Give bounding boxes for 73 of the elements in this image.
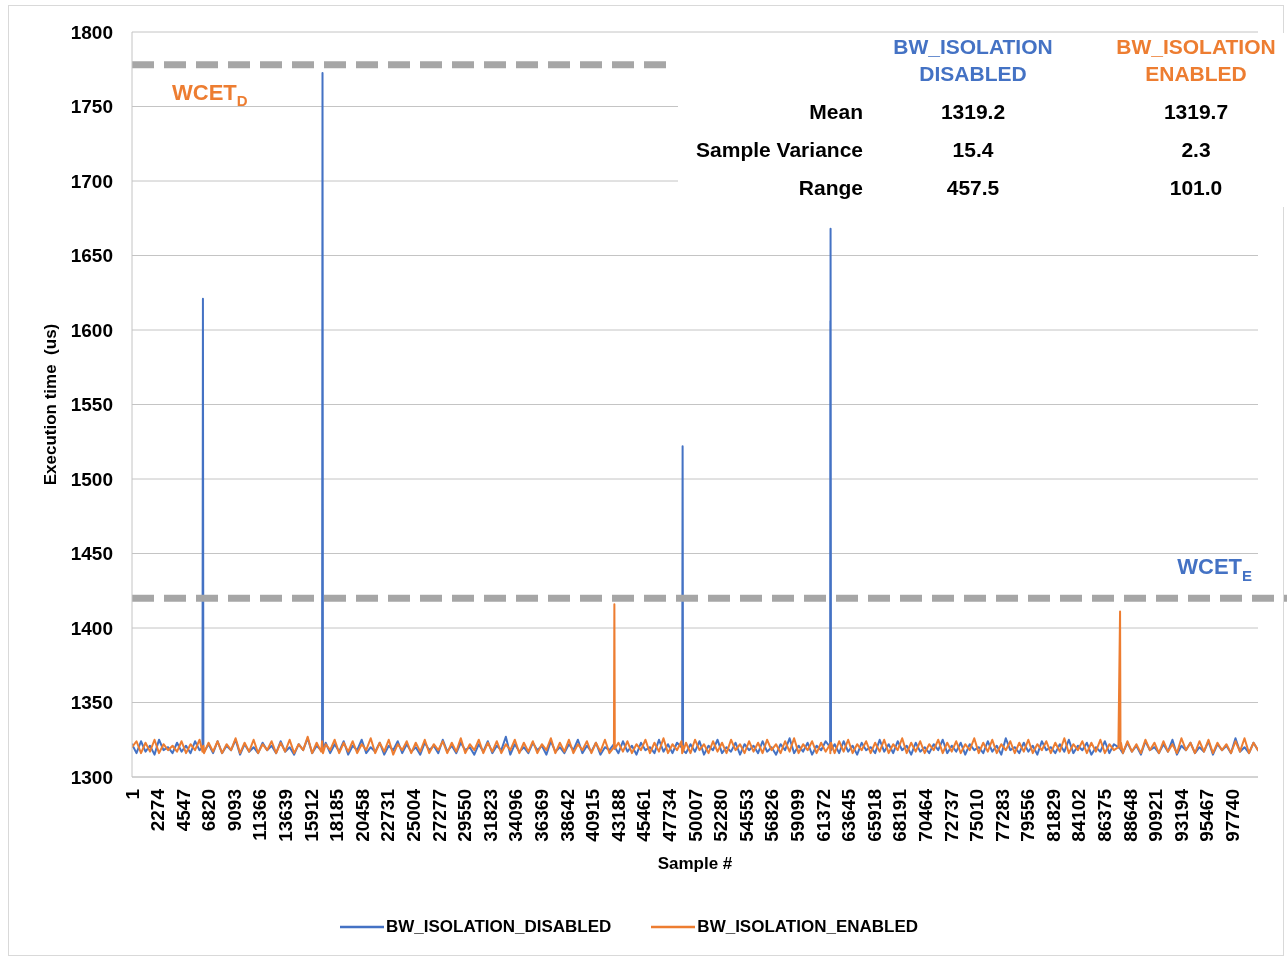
x-tick-label: 45461 bbox=[633, 788, 655, 842]
x-tick-label: 47734 bbox=[658, 788, 680, 842]
annotation: 2.3 bbox=[1180, 138, 1212, 162]
y-tick-label: 1500 bbox=[70, 468, 113, 490]
y-tick-label: 1400 bbox=[70, 617, 113, 639]
annotation: 15.4 bbox=[951, 138, 995, 162]
annotation: 1319.7 bbox=[1162, 100, 1230, 124]
x-tick-label: 1 bbox=[121, 788, 143, 800]
y-tick-label: 1300 bbox=[70, 766, 113, 788]
annotation: Mean bbox=[808, 100, 863, 124]
x-tick-label: 75010 bbox=[966, 789, 988, 842]
line-series bbox=[132, 603, 1258, 756]
x-tick-label: 56826 bbox=[761, 789, 783, 842]
annotation: 1319.2 bbox=[939, 100, 1007, 124]
annotation: 457.5 bbox=[945, 176, 1001, 200]
y-tick-label: 1800 bbox=[70, 21, 113, 43]
x-tick-label: 68191 bbox=[889, 788, 911, 842]
x-tick-label: 20458 bbox=[351, 789, 373, 842]
legend-label: BW_ISOLATION_ENABLED bbox=[697, 917, 919, 937]
x-tick-label: 34096 bbox=[505, 789, 527, 842]
x-tick-label: 13639 bbox=[275, 789, 297, 842]
x-tick-label: 50007 bbox=[684, 789, 706, 842]
x-tick-label: 84102 bbox=[1068, 789, 1090, 842]
y-tick-label: 1600 bbox=[70, 319, 113, 341]
x-tick-label: 40915 bbox=[582, 788, 604, 842]
x-tick-label: 22731 bbox=[377, 788, 399, 842]
x-tick-label: 4547 bbox=[172, 789, 194, 832]
x-tick-label: 43188 bbox=[607, 789, 629, 842]
y-axis-title: Execution time (us) bbox=[40, 323, 60, 486]
x-tick-label: 97740 bbox=[1222, 789, 1244, 842]
annotation: BW_ISOLATION DISABLED bbox=[892, 34, 1054, 87]
x-tick-label: 15912 bbox=[300, 789, 322, 842]
x-tick-label: 2274 bbox=[147, 788, 169, 832]
y-tick-label: 1550 bbox=[70, 394, 113, 416]
y-tick-label: 1450 bbox=[70, 543, 113, 565]
x-tick-label: 11366 bbox=[249, 789, 271, 841]
y-tick-label: 1650 bbox=[70, 245, 113, 267]
ref-line-label: WCET$_{E}$ bbox=[1177, 554, 1253, 584]
x-tick-label: 81829 bbox=[1042, 789, 1064, 842]
annotation: Range bbox=[797, 176, 863, 200]
x-tick-label: 88648 bbox=[1119, 789, 1141, 842]
legend-label: BW_ISOLATION_DISABLED bbox=[385, 917, 612, 937]
x-tick-label: 29550 bbox=[454, 789, 476, 842]
x-tick-label: 77283 bbox=[991, 789, 1013, 842]
x-tick-label: 6820 bbox=[198, 789, 220, 832]
annotation: 101.0 bbox=[1168, 176, 1224, 200]
x-tick-label: 70464 bbox=[914, 788, 936, 842]
x-tick-label: 52280 bbox=[710, 789, 732, 842]
x-tick-label: 25004 bbox=[403, 788, 425, 842]
annotation: Sample Variance bbox=[695, 138, 863, 162]
x-tick-label: 59099 bbox=[786, 789, 808, 842]
x-tick-label: 9093 bbox=[223, 789, 245, 832]
x-tick-label: 61372 bbox=[812, 789, 834, 842]
ref-line-label: WCET$_{D}$ bbox=[172, 79, 248, 110]
x-tick-label: 72737 bbox=[940, 789, 962, 842]
x-tick-label: 36369 bbox=[531, 789, 553, 842]
x-tick-label: 90921 bbox=[1145, 788, 1167, 842]
y-tick-label: 1350 bbox=[70, 692, 113, 714]
x-tick-label: 31823 bbox=[479, 789, 501, 842]
x-tick-label: 86375 bbox=[1094, 788, 1116, 842]
x-tick-label: 27277 bbox=[428, 789, 450, 842]
x-tick-label: 63645 bbox=[838, 788, 860, 842]
x-tick-label: 54553 bbox=[735, 789, 757, 842]
x-tick-label: 38642 bbox=[556, 789, 578, 842]
y-tick-label: 1700 bbox=[70, 170, 113, 192]
x-tick-label: 93194 bbox=[1170, 788, 1192, 842]
annotation: BW_ISOLATION ENABLED bbox=[1115, 34, 1277, 87]
y-tick-label: 1750 bbox=[70, 96, 113, 118]
x-tick-label: 79556 bbox=[1017, 789, 1039, 842]
x-tick-label: 18185 bbox=[326, 788, 348, 842]
x-tick-label: 65918 bbox=[863, 789, 885, 842]
x-axis-title: Sample # bbox=[657, 854, 733, 873]
x-tick-label: 95467 bbox=[1196, 789, 1218, 842]
